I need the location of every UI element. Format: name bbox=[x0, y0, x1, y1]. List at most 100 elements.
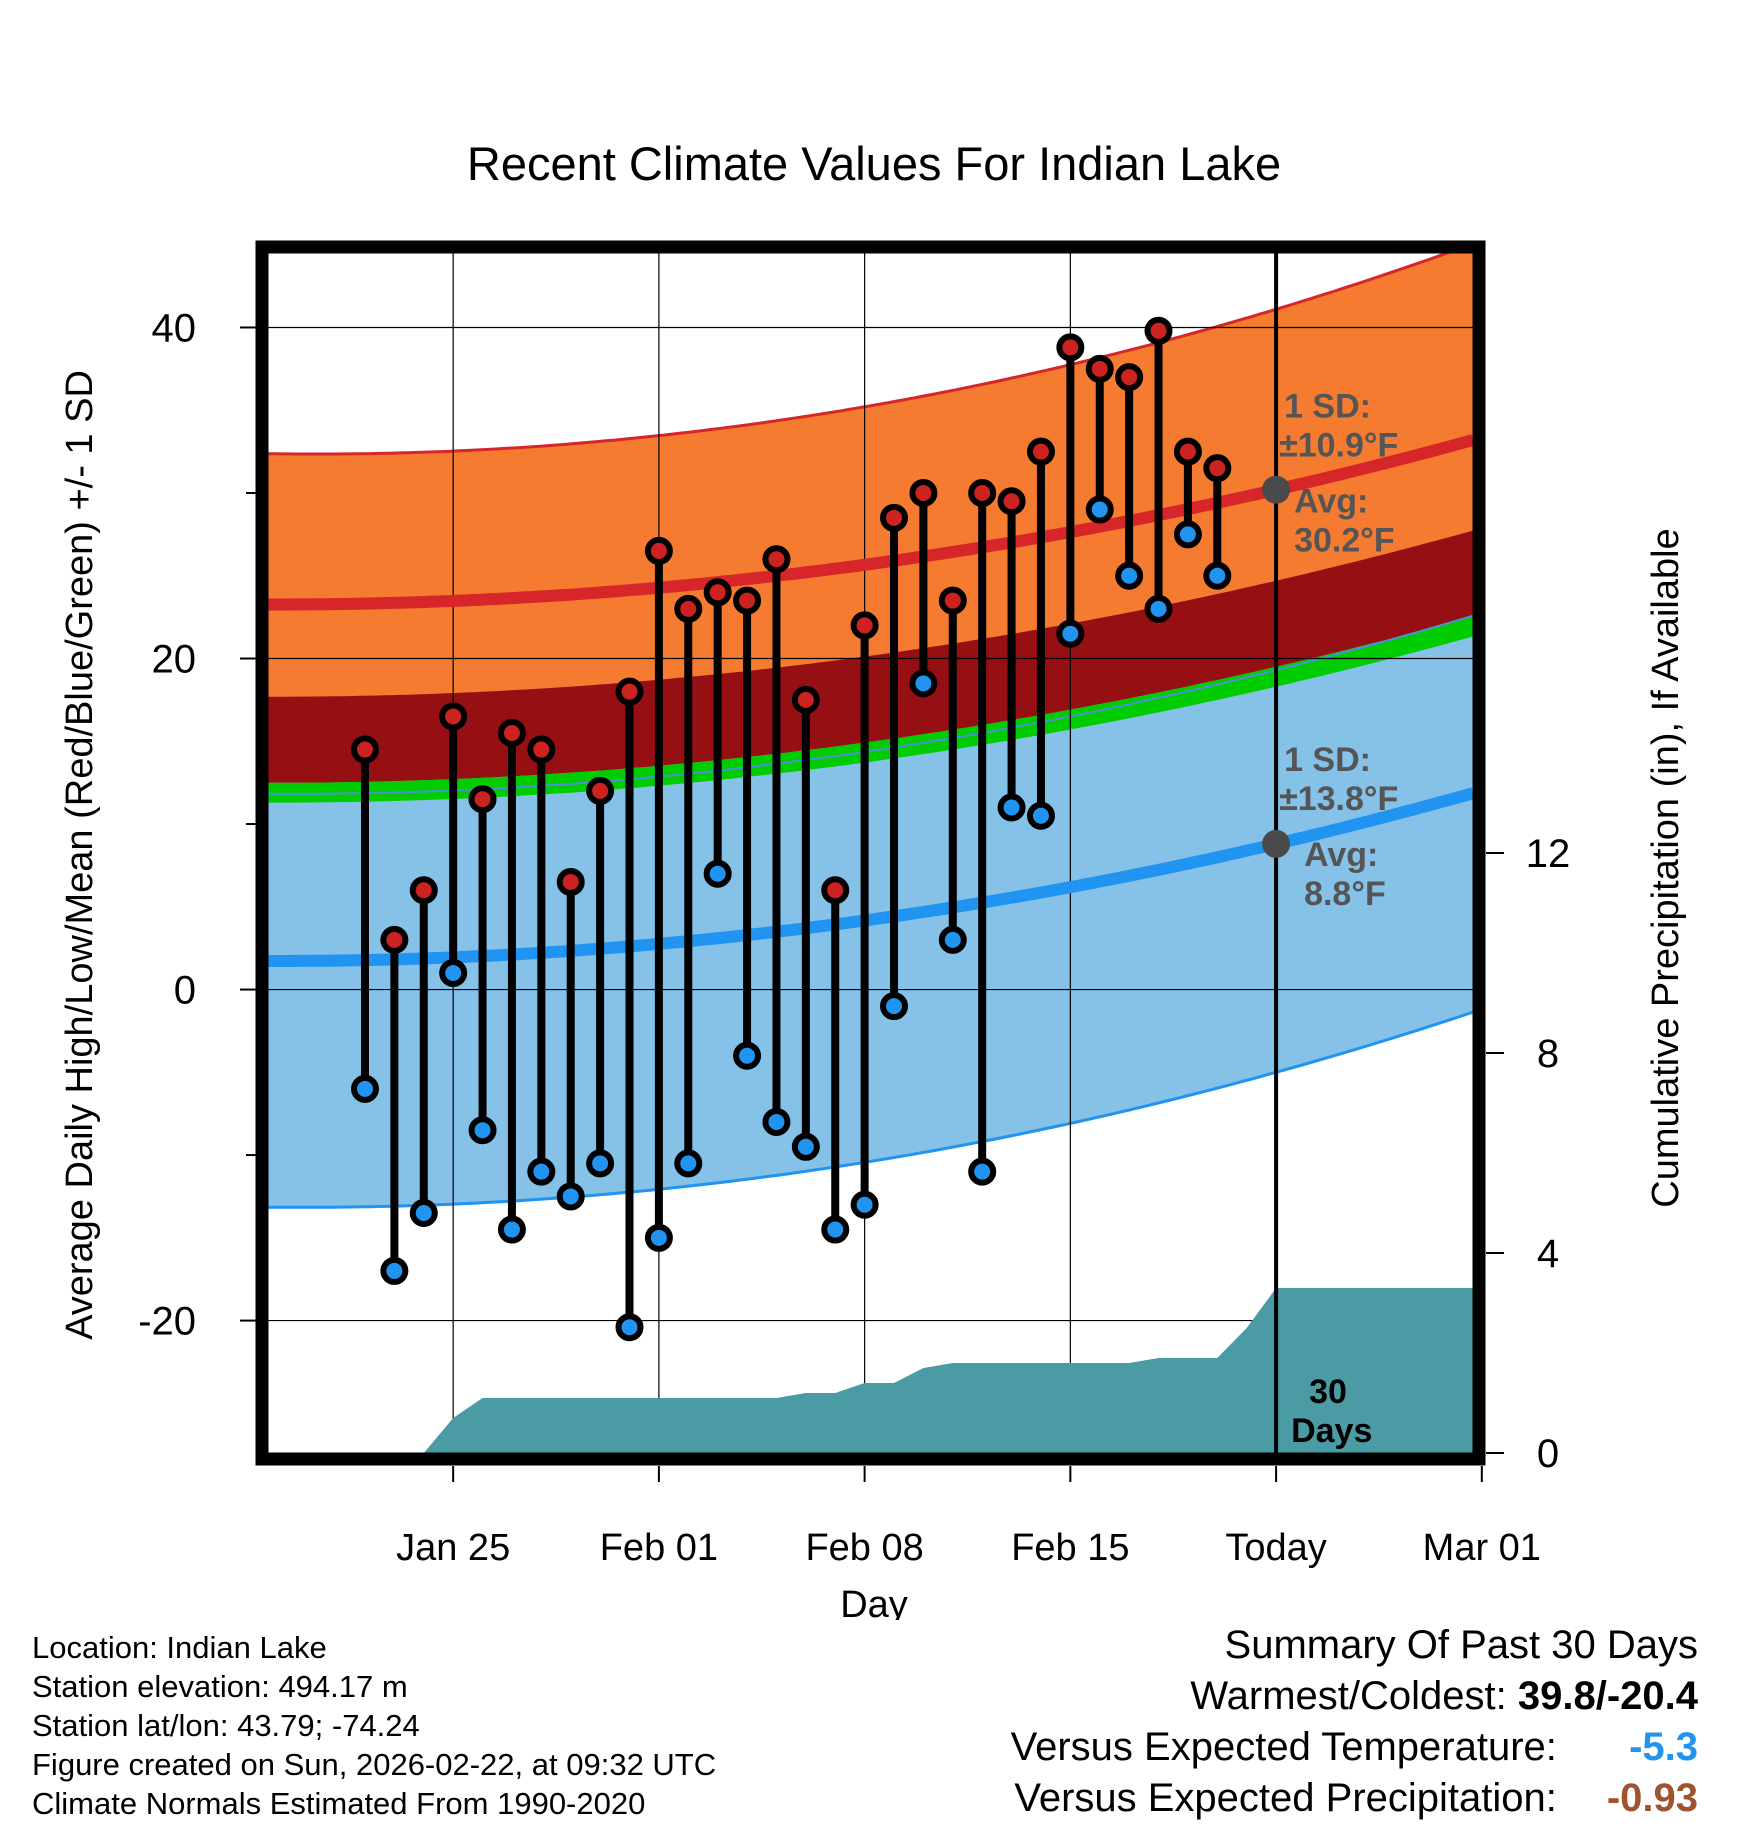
temp-departure-row: Versus Expected Temperature: -5.3 bbox=[1011, 1722, 1698, 1773]
daily-low-marker bbox=[997, 793, 1026, 822]
warmest-coldest-row: Warmest/Coldest: 39.8/-20.4 bbox=[1011, 1671, 1698, 1722]
daily-low-marker bbox=[380, 1256, 409, 1285]
y-tick-label: 0 bbox=[174, 969, 196, 1013]
chart-title: Recent Climate Values For Indian Lake bbox=[467, 137, 1281, 190]
x-tick-label: Feb 01 bbox=[600, 1527, 718, 1569]
daily-low-marker bbox=[909, 669, 938, 698]
temp-departure-value: -5.3 bbox=[1629, 1725, 1698, 1769]
daily-low-marker bbox=[497, 1215, 526, 1244]
daily-low-marker bbox=[1173, 520, 1202, 549]
y-tick-label: 40 bbox=[152, 306, 197, 350]
summary-title: Summary Of Past 30 Days bbox=[1224, 1623, 1698, 1667]
y-axis-label: Average Daily High/Low/Mean (Red/Blue/Gr… bbox=[59, 370, 101, 1340]
daily-low-marker bbox=[556, 1182, 585, 1211]
daily-high-marker bbox=[468, 785, 497, 814]
daily-range-stems bbox=[360, 330, 1222, 1328]
daily-high-marker bbox=[497, 719, 526, 747]
elevation-text: Station elevation: 494.17 m bbox=[32, 1669, 408, 1704]
daily-high-marker bbox=[733, 586, 762, 615]
daily-low-marker bbox=[762, 1107, 791, 1136]
daily-high-marker bbox=[527, 735, 556, 764]
high-sd-upper-line bbox=[268, 253, 1452, 456]
precip-departure-value: -0.93 bbox=[1606, 1776, 1698, 1820]
daily-low-marker bbox=[674, 1149, 703, 1178]
daily-low-marker bbox=[850, 1190, 879, 1219]
summary-panel: Summary Of Past 30 Days Warmest/Coldest:… bbox=[1011, 1620, 1698, 1824]
daily-high-marker bbox=[439, 702, 468, 731]
precip-area bbox=[335, 1288, 1473, 1453]
x-tick-label: Jan 25 bbox=[396, 1527, 510, 1569]
daily-low-marker bbox=[1056, 619, 1085, 648]
high-sd-lower-line bbox=[268, 614, 1473, 795]
low-sd-value: ±13.8°F bbox=[1279, 780, 1398, 818]
precip-days-number: 30 bbox=[1309, 1373, 1347, 1411]
daily-high-marker bbox=[586, 776, 615, 805]
y-tick-label: 20 bbox=[152, 638, 197, 682]
daily-low-marker bbox=[615, 1313, 644, 1342]
high-avg-value: 30.2°F bbox=[1294, 522, 1395, 560]
daily-high-marker bbox=[409, 876, 438, 905]
location-text: Location: Indian Lake bbox=[32, 1630, 327, 1665]
daily-high-marker bbox=[1056, 333, 1085, 362]
daily-high-marker bbox=[880, 503, 909, 532]
high-avg-label: Avg: bbox=[1294, 483, 1368, 521]
daily-high-marker bbox=[968, 479, 997, 507]
daily-low-marker bbox=[1085, 495, 1114, 524]
daily-low-marker bbox=[938, 925, 967, 954]
daily-low-marker bbox=[439, 959, 468, 987]
precip-departure-label: Versus Expected Precipitation: bbox=[1014, 1776, 1557, 1820]
plot-area bbox=[268, 253, 1473, 1453]
precip-days-label: Days bbox=[1291, 1412, 1372, 1450]
y2-tick-label: 4 bbox=[1537, 1232, 1559, 1276]
precip-departure-row: Versus Expected Precipitation: -0.93 bbox=[1011, 1773, 1698, 1824]
daily-low-marker bbox=[1144, 594, 1173, 623]
daily-high-marker bbox=[703, 578, 732, 607]
daily-high-marker bbox=[1085, 354, 1114, 383]
daily-low-marker bbox=[1026, 801, 1055, 830]
x-tick-label: Today bbox=[1225, 1527, 1326, 1569]
daily-high-marker bbox=[556, 867, 585, 896]
daily-high-marker bbox=[1203, 454, 1232, 483]
mean-sd-band-upper bbox=[268, 530, 1473, 783]
daily-low-marker bbox=[1115, 561, 1144, 590]
daily-low-marker bbox=[586, 1149, 615, 1178]
daily-high-marker bbox=[791, 685, 820, 714]
daily-high-marker bbox=[615, 677, 644, 706]
climate-chart: Recent Climate Values For Indian Lake 1 … bbox=[59, 137, 1687, 1620]
daily-high-marker bbox=[938, 586, 967, 615]
daily-markers bbox=[350, 316, 1232, 1342]
daily-high-marker bbox=[821, 876, 850, 905]
daily-low-marker bbox=[527, 1157, 556, 1186]
daily-high-marker bbox=[1115, 363, 1144, 392]
warmest-coldest-label: Warmest/Coldest: bbox=[1190, 1674, 1507, 1718]
daily-high-marker bbox=[674, 594, 703, 623]
daily-low-marker bbox=[968, 1157, 997, 1186]
daily-low-marker bbox=[821, 1215, 850, 1244]
daily-high-marker bbox=[350, 735, 379, 764]
daily-high-marker bbox=[644, 536, 673, 565]
low-sd-label: 1 SD: bbox=[1284, 741, 1371, 779]
daily-high-marker bbox=[909, 479, 938, 507]
daily-low-marker bbox=[733, 1041, 762, 1070]
latlon-text: Station lat/lon: 43.79; -74.24 bbox=[32, 1708, 420, 1743]
x-tick-label: Feb 15 bbox=[1011, 1527, 1129, 1569]
plot-frame bbox=[255, 240, 1486, 1466]
daily-low-marker bbox=[1203, 561, 1232, 590]
daily-low-marker bbox=[644, 1223, 673, 1252]
daily-high-marker bbox=[850, 611, 879, 640]
y2-tick-label: 0 bbox=[1537, 1432, 1559, 1476]
low-avg-label: Avg: bbox=[1304, 836, 1378, 874]
high-sd-value: ±10.9°F bbox=[1279, 427, 1398, 465]
daily-low-marker bbox=[350, 1074, 379, 1103]
y2-axis-label: Cumulative Precipitation (in), If Availa… bbox=[1645, 528, 1687, 1207]
daily-high-marker bbox=[1026, 437, 1055, 466]
y2-tick-label: 12 bbox=[1526, 832, 1571, 876]
daily-high-marker bbox=[762, 545, 791, 574]
y-tick-label: -20 bbox=[138, 1300, 196, 1344]
daily-high-marker bbox=[1144, 316, 1173, 345]
axes: -20 0 20 40 0 4 8 12 Jan 25 Feb 01 Feb 08 Feb 15 Tod… bbox=[138, 306, 1570, 1569]
x-tick-label: Feb 08 bbox=[805, 1527, 923, 1569]
low-avg-value: 8.8°F bbox=[1304, 875, 1386, 913]
x-axis-label: Day bbox=[840, 1584, 908, 1620]
